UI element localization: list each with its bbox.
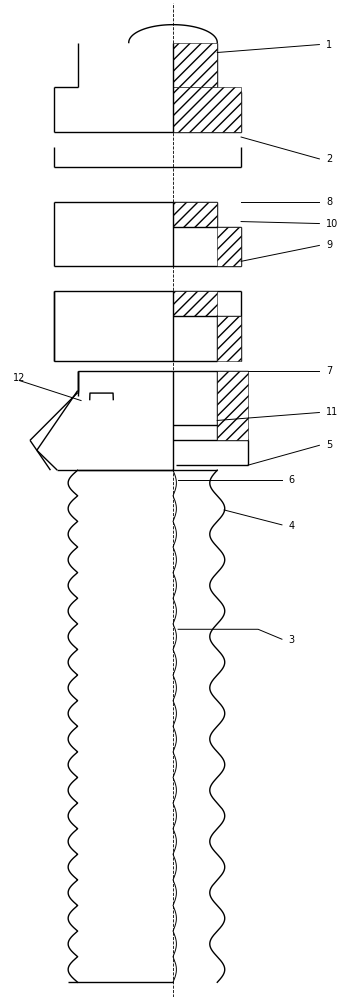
Bar (173, 87, 241, 132)
Text: 4: 4 (289, 521, 295, 531)
Text: 8: 8 (326, 197, 332, 207)
Text: 12: 12 (13, 373, 25, 383)
Text: 11: 11 (326, 407, 338, 417)
Text: 1: 1 (326, 40, 332, 50)
Bar (217, 316, 241, 361)
Bar (173, 291, 217, 316)
Text: 6: 6 (289, 475, 295, 485)
Text: 7: 7 (326, 366, 333, 376)
Text: 3: 3 (289, 635, 295, 645)
Bar (173, 43, 217, 87)
Bar (173, 202, 217, 227)
Bar (217, 371, 248, 440)
Text: 2: 2 (326, 154, 333, 164)
Text: 10: 10 (326, 219, 338, 229)
Text: 9: 9 (326, 240, 332, 250)
Bar (217, 227, 241, 266)
Text: 5: 5 (326, 440, 333, 450)
